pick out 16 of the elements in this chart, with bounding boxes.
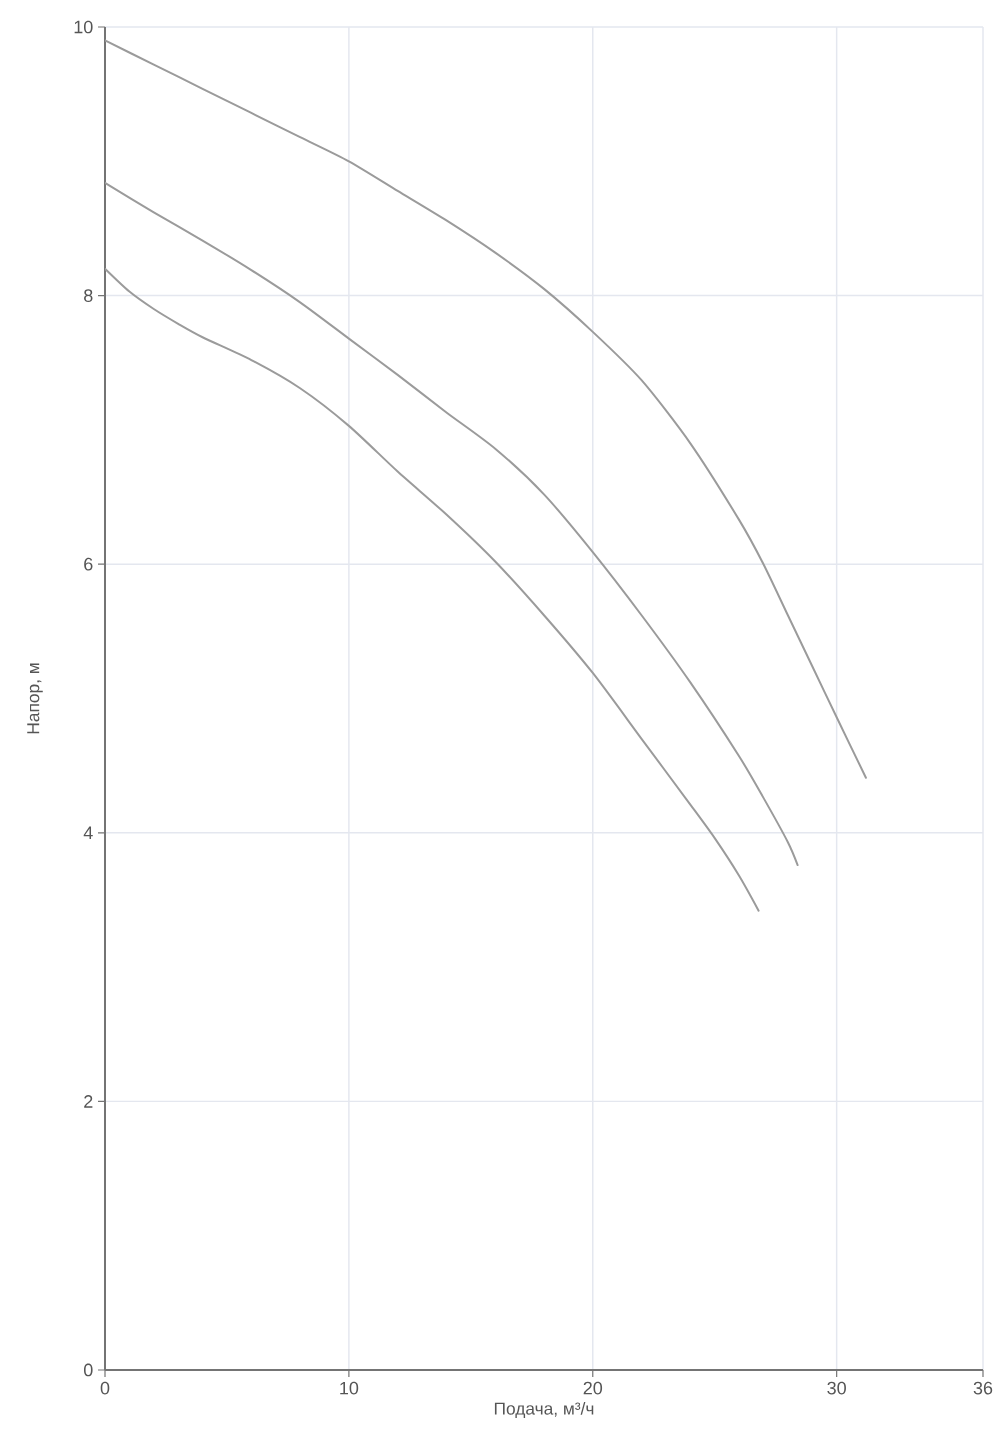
line-series <box>105 39 867 779</box>
line-series <box>105 181 799 867</box>
y-axis-title: Напор, м <box>27 663 43 734</box>
x-axis-title: Подача, м³/ч <box>494 1401 594 1418</box>
x-tick-label: 20 <box>583 1381 603 1395</box>
y-tick-label: 6 <box>84 557 93 571</box>
y-tick-label: 10 <box>74 20 93 34</box>
y-tick-label: 4 <box>83 826 93 839</box>
x-tick-label: 10 <box>340 1381 359 1395</box>
x-tick-label: 30 <box>827 1381 846 1395</box>
y-tick-label: 0 <box>83 1363 93 1377</box>
x-tick-label: 36 <box>973 1381 993 1395</box>
x-tick-label: 0 <box>100 1381 110 1395</box>
line-series <box>105 267 760 912</box>
y-tick-label: 2 <box>84 1095 93 1108</box>
y-tick-label: 8 <box>84 289 93 302</box>
